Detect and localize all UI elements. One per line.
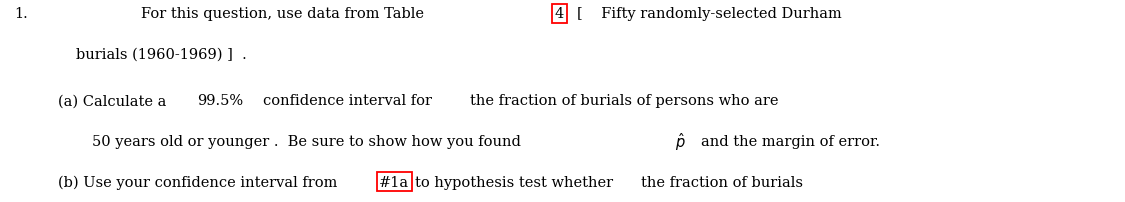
Text: $\hat{p}$: $\hat{p}$	[675, 130, 685, 152]
Text: confidence interval for: confidence interval for	[263, 94, 432, 108]
Text: (b) Use your confidence interval from: (b) Use your confidence interval from	[58, 175, 338, 189]
Text: to hypothesis test whether: to hypothesis test whether	[415, 175, 613, 189]
Text: 4: 4	[555, 7, 564, 21]
Text: For this question, use data from Table: For this question, use data from Table	[141, 7, 424, 21]
Text: burials (1960-1969) ]  .: burials (1960-1969) ] .	[76, 48, 248, 61]
Text: 1.: 1.	[15, 7, 28, 21]
Text: and the margin of error.: and the margin of error.	[701, 135, 880, 148]
Text: (a) Calculate a: (a) Calculate a	[58, 94, 166, 108]
Text: 50 years old or younger .  Be sure to show how you found: 50 years old or younger . Be sure to sho…	[92, 135, 521, 148]
Text: #1a: #1a	[379, 175, 409, 189]
Text: the fraction of burials of persons who are: the fraction of burials of persons who a…	[470, 94, 778, 108]
Text: the fraction of burials: the fraction of burials	[641, 175, 803, 189]
Text: [    Fifty randomly-selected Durham: [ Fifty randomly-selected Durham	[577, 7, 842, 21]
Text: 99.5%: 99.5%	[197, 94, 243, 108]
